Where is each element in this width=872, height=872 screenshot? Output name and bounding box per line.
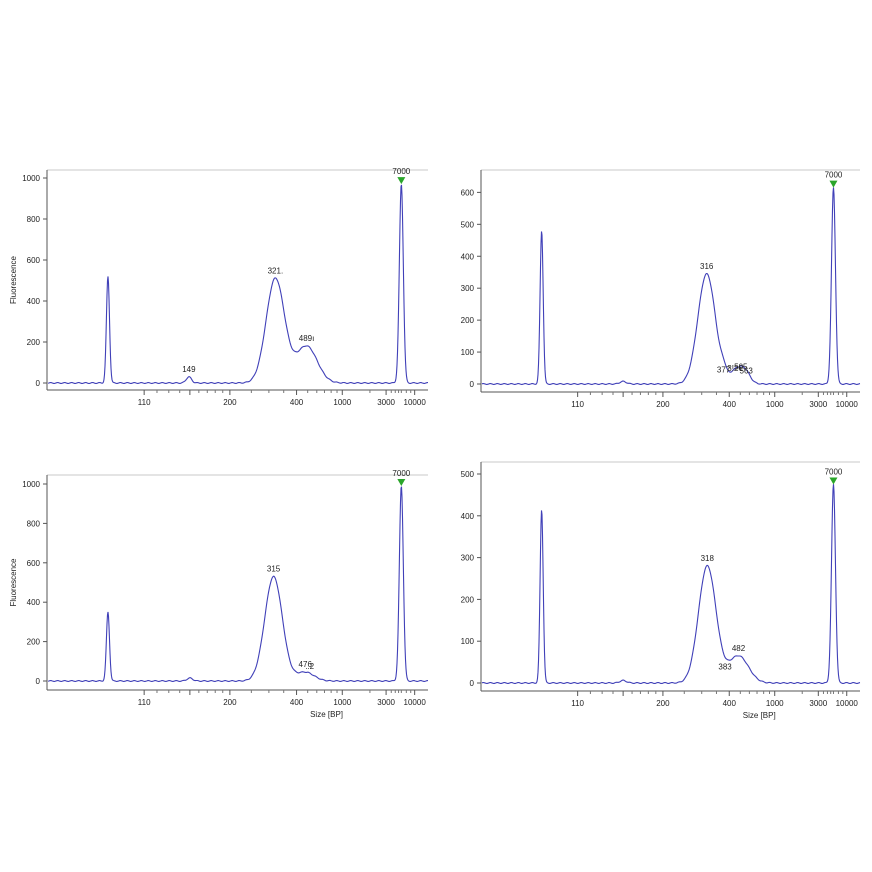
- y-tick-label: 500: [461, 220, 475, 229]
- y-axis-title: Fluorescence: [9, 255, 18, 304]
- series-trace: [47, 486, 428, 682]
- y-tick-label: 400: [461, 512, 475, 521]
- y-tick-label: 500: [461, 470, 475, 479]
- peak-label: 489ı: [299, 334, 315, 343]
- y-tick-label: 0: [470, 380, 475, 389]
- x-tick-label: 110: [138, 398, 151, 407]
- y-tick-label: 0: [470, 679, 475, 688]
- y-tick-label: 300: [461, 554, 475, 563]
- x-tick-label: 200: [223, 698, 237, 707]
- marker-triangle-icon: [829, 477, 838, 485]
- peak-label: ..2: [305, 662, 314, 671]
- peak-label: 149: [182, 365, 196, 374]
- x-tick-label: 3000: [377, 698, 395, 707]
- series-trace: [481, 484, 861, 684]
- x-tick-label: 200: [656, 400, 670, 409]
- peak-label: 383: [718, 663, 732, 672]
- peak-label: 482: [732, 644, 746, 653]
- peak-label: 476: [299, 660, 313, 669]
- peak-label: 7000: [825, 467, 843, 476]
- x-tick-label: 3000: [377, 398, 395, 407]
- x-tick-label: 10000: [404, 698, 427, 707]
- x-tick-label: 3000: [809, 699, 827, 708]
- peak-label: 3!2€: [727, 364, 743, 373]
- x-axis-title: Size [BP]: [310, 710, 343, 719]
- x-tick-label: 110: [571, 400, 584, 409]
- y-tick-label: 400: [461, 252, 475, 261]
- y-tick-label: 600: [27, 559, 41, 568]
- x-tick-label: 1000: [333, 698, 351, 707]
- x-tick-label: 400: [723, 400, 737, 409]
- y-tick-label: 0: [36, 677, 41, 686]
- chart-panel-4: 0 100 200 300 400 500 110 200 400 1000 3000 10000 Si…: [461, 461, 861, 720]
- x-tick-label: 3000: [809, 400, 827, 409]
- x-axis-title: Size [BP]: [743, 711, 776, 720]
- peak-label: 321.: [268, 266, 284, 275]
- y-tick-label: 800: [27, 519, 41, 528]
- x-tick-label: 200: [223, 398, 237, 407]
- chart-panel-1: 0 200 400 600 800 1000 110 200 400 1000 3000 10000 F…: [9, 167, 428, 407]
- y-tick-label: 1000: [22, 174, 40, 183]
- x-tick-label: 400: [290, 698, 304, 707]
- x-tick-label: 10000: [836, 699, 859, 708]
- x-tick-label: 10000: [404, 398, 427, 407]
- marker-triangle-icon: [397, 478, 406, 486]
- peak-label: 7000: [392, 469, 410, 478]
- y-tick-label: 600: [27, 256, 41, 265]
- chart-panel-3: 0 200 400 600 800 1000 110 200 400 1000 3000 10000 F…: [9, 469, 428, 719]
- y-axis-title: Fluorescence: [9, 558, 18, 607]
- x-tick-label: 10000: [836, 400, 859, 409]
- x-tick-label: 1000: [333, 398, 351, 407]
- y-tick-label: 300: [461, 284, 475, 293]
- y-tick-label: 200: [461, 316, 475, 325]
- peak-label: 318: [701, 554, 715, 563]
- peak-label: 7000: [392, 167, 410, 176]
- x-tick-label: 110: [138, 698, 151, 707]
- x-tick-label: 1000: [766, 699, 784, 708]
- peak-label: 563: [740, 366, 754, 375]
- y-tick-label: 100: [461, 348, 475, 357]
- x-tick-label: 400: [290, 398, 304, 407]
- y-tick-label: 400: [27, 598, 41, 607]
- peak-label: 7000: [825, 171, 843, 180]
- y-tick-label: 100: [461, 637, 475, 646]
- peak-label: 377: [717, 366, 731, 375]
- marker-triangle-icon: [397, 177, 406, 185]
- x-tick-label: 200: [656, 699, 670, 708]
- peak-label: 316: [700, 262, 714, 271]
- marker-triangle-icon: [829, 180, 838, 188]
- series-trace: [47, 184, 428, 384]
- y-tick-label: 200: [27, 638, 41, 647]
- y-tick-label: 0: [36, 379, 41, 388]
- y-tick-label: 200: [461, 595, 475, 604]
- x-tick-label: 1000: [766, 400, 784, 409]
- y-tick-label: 600: [461, 188, 475, 197]
- x-tick-label: 110: [571, 699, 584, 708]
- chart-panel-2: 0 100 200 300 400 500 600 110 200 400 1000 3000 1000…: [461, 169, 861, 409]
- y-tick-label: 1000: [22, 480, 40, 489]
- y-tick-label: 200: [27, 338, 41, 347]
- y-tick-label: 800: [27, 215, 41, 224]
- peak-label: 505: [734, 362, 748, 371]
- y-tick-label: 400: [27, 297, 41, 306]
- peak-label: 315: [267, 565, 281, 574]
- series-trace: [481, 187, 861, 385]
- x-tick-label: 400: [723, 699, 737, 708]
